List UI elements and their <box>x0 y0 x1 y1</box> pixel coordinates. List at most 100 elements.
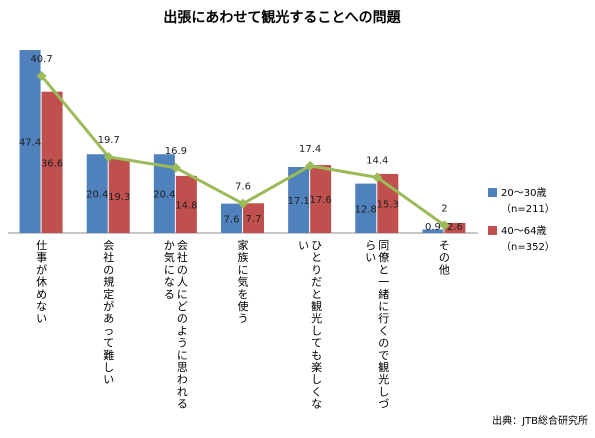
data-label-1-series-3: 40.7 <box>30 54 52 65</box>
category-char: い <box>36 312 47 325</box>
category-char: そ <box>439 239 450 252</box>
bar-4-series-1 <box>221 203 242 233</box>
category-char: の <box>177 312 188 325</box>
category-char: 社 <box>177 250 188 264</box>
category-char: 観 <box>378 360 389 374</box>
data-label-5-series-2: 17.6 <box>310 195 332 206</box>
category-char: 気 <box>164 250 175 264</box>
category-char: 族 <box>238 250 249 264</box>
category-char: 光 <box>378 372 389 386</box>
chart-title: 出張にあわせて観光することへの問題 <box>163 9 401 26</box>
data-label-5-series-3: 17.4 <box>299 144 321 155</box>
category-char: う <box>238 312 249 325</box>
legend-label-2: 40〜64歳 <box>501 225 546 237</box>
category-char: 会 <box>177 239 188 252</box>
data-label-1-series-2: 36.6 <box>41 158 63 169</box>
category-char: 緒 <box>378 287 389 301</box>
category-char: 休 <box>36 276 47 289</box>
line-layer <box>36 70 450 231</box>
category-char: に <box>177 288 188 301</box>
data-label-3-series-2: 14.8 <box>175 200 197 211</box>
category-char: が <box>103 299 114 313</box>
category-char: ひ <box>311 239 322 252</box>
category-char: 楽 <box>311 361 322 374</box>
category-char: 思 <box>177 361 188 374</box>
category-char: 観 <box>311 299 322 313</box>
category-char: っ <box>103 324 114 337</box>
category-char: な <box>311 398 322 411</box>
category-char: よ <box>177 324 188 337</box>
category-char: な <box>164 276 175 289</box>
category-char: づ <box>378 398 389 411</box>
category-char: と <box>378 263 389 276</box>
data-label-6-series-1: 12.8 <box>355 204 377 215</box>
bars-layer <box>8 50 478 234</box>
data-label-1-series-1: 47.4 <box>19 138 41 149</box>
category-char: も <box>311 349 322 362</box>
category-char: 会 <box>103 239 114 252</box>
bar-1-series-1 <box>19 50 41 234</box>
legend-swatch-1 <box>488 188 497 197</box>
category-char: 事 <box>36 251 47 264</box>
category-char: に <box>177 349 188 362</box>
category-char: の <box>177 263 188 276</box>
bar-2-series-2 <box>108 158 130 233</box>
category-char: に <box>164 263 175 276</box>
data-label-3-series-3: 16.9 <box>165 146 187 157</box>
category-char: め <box>36 288 47 301</box>
category-char: 同 <box>378 239 389 252</box>
category-char: う <box>177 337 188 350</box>
bar-6-series-1 <box>355 183 377 233</box>
category-char: と <box>311 251 322 264</box>
category-char: 社 <box>103 250 114 264</box>
data-label-7-series-3: 2 <box>441 203 447 214</box>
legend: 20〜30歳 （n=211） 40〜64歳 （n=352） <box>488 187 555 253</box>
category-char: ど <box>177 300 188 313</box>
line-marker-6 <box>372 172 383 183</box>
category-char: く <box>311 385 322 398</box>
category-char: の <box>439 251 450 264</box>
category-char: れ <box>177 385 188 398</box>
category-char: 行 <box>378 312 389 325</box>
data-label-7-series-1: 0.9 <box>425 222 441 233</box>
category-char: し <box>378 385 389 398</box>
data-label-5-series-1: 17.1 <box>288 196 310 207</box>
source-note: 出典：JTB総合研究所 <box>492 414 588 427</box>
category-char: だ <box>311 276 322 289</box>
legend-label-1: 20〜30歳 <box>501 187 546 199</box>
bar-7-series-2 <box>444 222 466 233</box>
category-char: 僚 <box>378 251 389 264</box>
bar-1-series-2 <box>41 91 63 233</box>
category-char: 家 <box>238 238 249 252</box>
category-char: あ <box>103 312 114 325</box>
data-label-4-series-2: 7.7 <box>246 214 262 225</box>
category-char: ら <box>365 239 376 252</box>
category-char: て <box>311 337 322 350</box>
category-char: し <box>311 373 322 386</box>
category-char: で <box>378 349 389 362</box>
category-label-7: その他 <box>439 239 450 276</box>
category-char: の <box>103 263 114 276</box>
data-label-6-series-3: 14.4 <box>366 155 388 166</box>
category-char: い <box>298 239 309 252</box>
category-char: る <box>164 288 175 301</box>
data-label-7-series-2: 2.6 <box>447 222 463 233</box>
category-char: 一 <box>378 276 389 289</box>
line-marker-2 <box>103 151 114 162</box>
category-char: か <box>164 239 175 252</box>
data-label-6-series-2: 15.3 <box>377 199 399 210</box>
category-char: り <box>311 263 322 276</box>
category-char: に <box>378 300 389 313</box>
legend-swatch-2 <box>488 226 497 235</box>
line-marker-3 <box>170 162 181 173</box>
value-labels-layer: 47.436.640.720.4 19.319.720.414.816.97.6 7… <box>19 54 463 233</box>
category-char: し <box>103 361 114 374</box>
data-label-2-series-1: 20.4 <box>86 190 108 201</box>
